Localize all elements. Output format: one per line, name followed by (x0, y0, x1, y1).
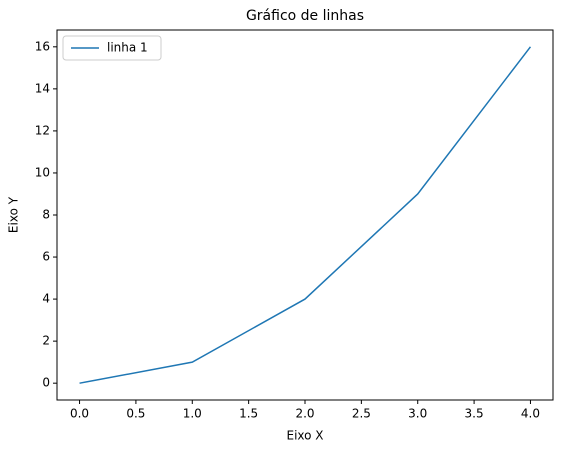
legend-label: linha 1 (107, 41, 148, 55)
x-tick-label: 2.0 (295, 407, 314, 421)
axes-frame (56, 29, 554, 401)
x-tick-label: 2.5 (352, 407, 371, 421)
x-tick-label: 3.5 (465, 407, 484, 421)
x-tick-label: 0.5 (126, 407, 145, 421)
x-tick-label: 0.0 (70, 407, 89, 421)
chart-title: Gráfico de linhas (246, 8, 364, 24)
legend-box (62, 35, 162, 61)
legend: linha 1 (62, 35, 162, 61)
y-tick-label: 14 (35, 81, 50, 95)
y-tick-label: 6 (42, 250, 50, 264)
x-tick-label: 3.0 (408, 407, 427, 421)
line (79, 46, 532, 384)
x-tick-label: 4.0 (521, 407, 540, 421)
x-axis-label: Eixo X (286, 429, 323, 443)
y-tick-label: 12 (35, 123, 50, 137)
y-axis-label: Eixo Y (7, 196, 21, 233)
y-tick-label: 4 (42, 292, 50, 306)
y-tick-label: 8 (42, 208, 50, 222)
y-tick-label: 0 (42, 376, 50, 390)
x-tick-label: 1.0 (183, 407, 202, 421)
y-tick-label: 16 (35, 39, 50, 53)
y-tick-label: 2 (42, 334, 50, 348)
y-tick-label: 10 (35, 165, 50, 179)
x-tick-label: 1.5 (239, 407, 258, 421)
